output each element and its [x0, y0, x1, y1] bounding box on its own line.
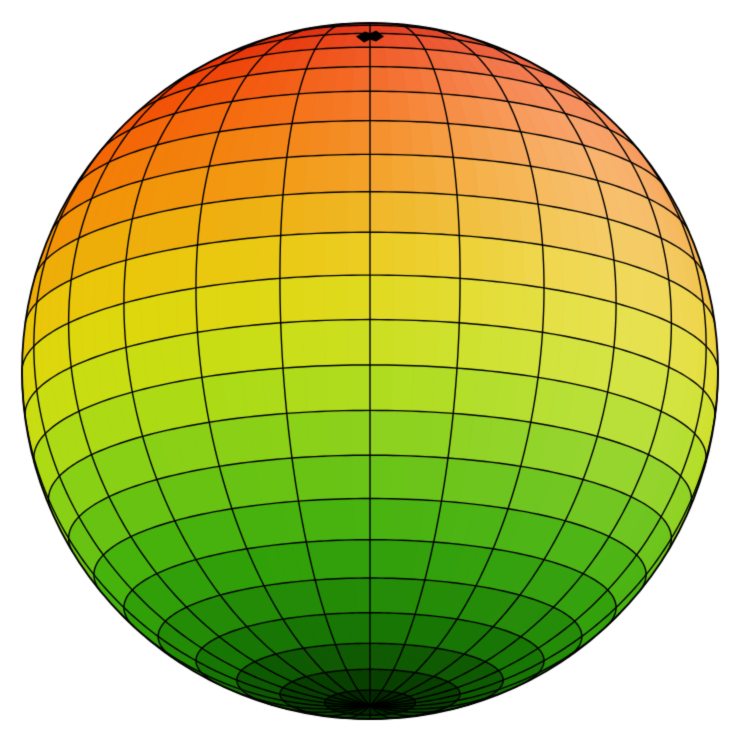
sphere-canvas — [0, 0, 740, 742]
sphere-plot — [0, 0, 740, 742]
